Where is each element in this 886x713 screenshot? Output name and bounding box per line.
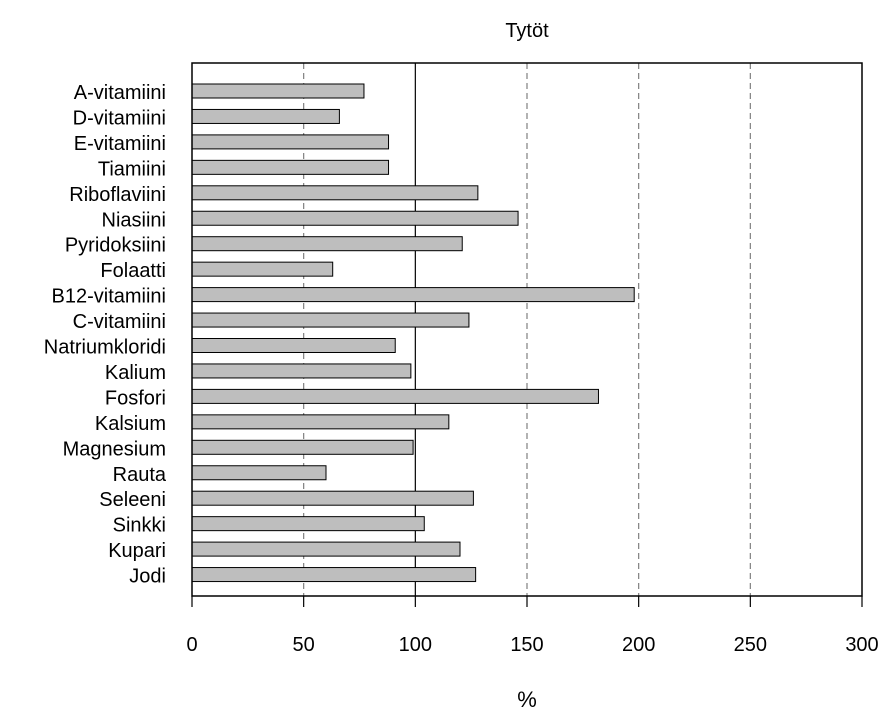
category-label-Kalium: Kalium [105, 362, 166, 384]
category-label-Fosfori: Fosfori [105, 387, 166, 409]
label-layer: A-vitamiini D-vitamiini E-vitamiini Tiamiin… [44, 82, 879, 656]
category-label-Pyridoksiini: Pyridoksiini [65, 235, 166, 257]
category-label-Sinkki: Sinkki [113, 515, 166, 537]
category-label-A-vitamiini: A-vitamiini [74, 82, 166, 104]
bar-Kalsium [191, 414, 450, 430]
bar-Natriumkloridi [191, 338, 396, 353]
category-label-Kupari: Kupari [108, 540, 166, 562]
category-label-Tiamiini: Tiamiini [98, 158, 166, 180]
bar-D-vitamiini [191, 108, 340, 124]
bar-Pyridoksiini [191, 236, 463, 252]
category-label-Rauta: Rauta [113, 464, 167, 486]
bar-Kalium [191, 363, 412, 379]
bar-Kupari [191, 541, 461, 557]
category-label-E-vitamiini: E-vitamiini [74, 133, 166, 155]
category-label-C-vitamiini: C-vitamiini [73, 311, 166, 333]
bar-B12-vitamiini [191, 287, 635, 303]
bar-Folaatti [191, 261, 334, 277]
category-label-Kalsium: Kalsium [95, 413, 166, 435]
category-label-Natriumkloridi: Natriumkloridi [44, 337, 166, 359]
bar-Magnesium [191, 439, 414, 455]
category-label-Folaatti: Folaatti [100, 260, 166, 282]
x-tick-label-150: 150 [510, 634, 543, 656]
bar-Tiamiini [191, 159, 390, 175]
bar-Seleeni [191, 490, 474, 506]
bar-Fosfori [191, 388, 599, 404]
bar-Rauta [191, 465, 327, 481]
chart-title: Tytöt [505, 20, 549, 42]
bars-layer [191, 83, 635, 583]
category-label-Niasiini: Niasiini [102, 209, 166, 231]
bar-Sinkki [191, 516, 425, 532]
category-label-D-vitamiini: D-vitamiini [73, 107, 166, 129]
x-tick-label-200: 200 [622, 634, 655, 656]
bar-C-vitamiini [191, 312, 470, 328]
bar-Niasiini [191, 210, 519, 226]
x-tick-label-250: 250 [734, 634, 767, 656]
axis-layer [191, 62, 863, 607]
bar-Riboflaviini [191, 185, 479, 201]
grid-layer [303, 63, 751, 596]
x-tick-label-100: 100 [399, 634, 432, 656]
bar-A-vitamiini [191, 83, 365, 99]
category-label-Jodi: Jodi [129, 566, 166, 588]
x-axis-label: % [517, 687, 537, 712]
category-label-B12-vitamiini: B12-vitamiini [52, 286, 166, 308]
category-label-Riboflaviini: Riboflaviini [69, 184, 166, 206]
bar-E-vitamiini [191, 134, 390, 150]
x-tick-label-300: 300 [845, 634, 878, 656]
bar-Jodi [191, 567, 477, 583]
category-label-Seleeni: Seleeni [99, 489, 166, 511]
x-tick-label-0: 0 [186, 634, 197, 656]
x-tick-label-50: 50 [293, 634, 315, 656]
category-label-Magnesium: Magnesium [63, 438, 166, 460]
